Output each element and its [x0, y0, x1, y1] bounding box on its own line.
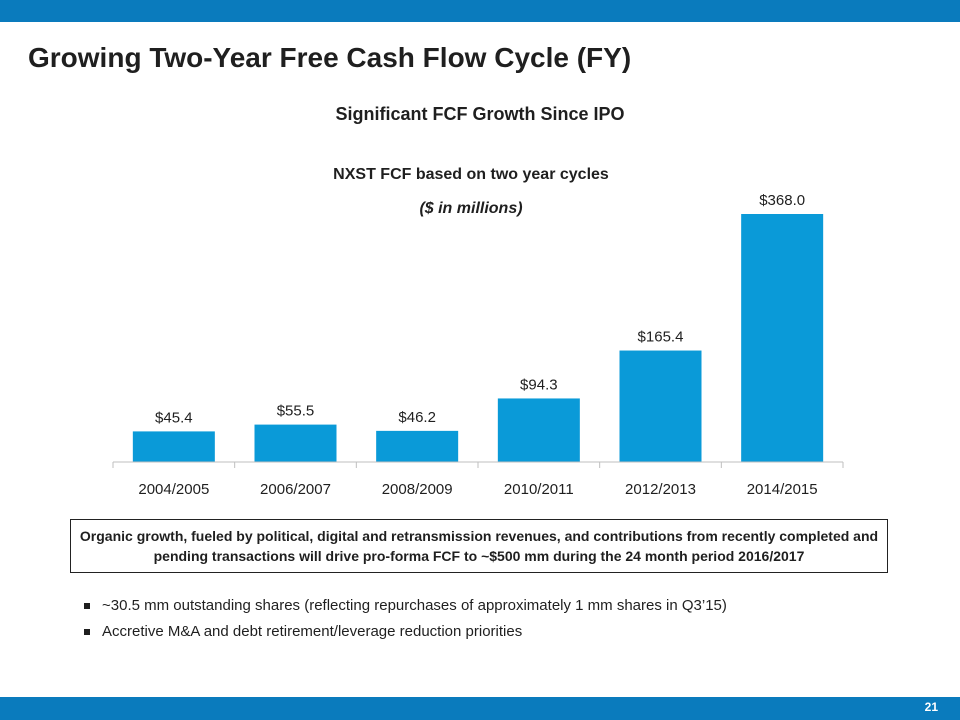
bullet-item: Accretive M&A and debt retirement/levera…	[84, 620, 727, 644]
data-label: $94.3	[520, 376, 558, 393]
square-bullet-icon	[84, 629, 90, 635]
bullet-list: ~30.5 mm outstanding shares (reflecting …	[84, 594, 727, 646]
square-bullet-icon	[84, 603, 90, 609]
top-accent-bar	[0, 0, 960, 22]
bottom-accent-bar: 21	[0, 697, 960, 720]
bars-layer: $45.4 $55.5 $46.2 $94.3 $165.4 $368.0	[132, 192, 824, 462]
x-tick-label: 2012/2013	[625, 481, 696, 498]
ticks-layer: 2004/2005 2006/2007 2008/2009 2010/2011 2012…	[112, 462, 844, 498]
bar-2010-2011	[497, 398, 580, 462]
bullet-text: ~30.5 mm outstanding shares (reflecting …	[102, 597, 727, 614]
x-tick-label: 2014/2015	[747, 481, 818, 498]
bullet-text: Accretive M&A and debt retirement/levera…	[102, 623, 523, 640]
bar-2014-2015	[741, 214, 824, 462]
x-tick-label: 2004/2005	[138, 481, 209, 498]
x-tick-label: 2006/2007	[260, 481, 331, 498]
bar-2012-2013	[619, 350, 702, 462]
x-tick-label: 2010/2011	[504, 481, 574, 498]
bar-2008-2009	[376, 430, 459, 462]
x-tick-label: 2008/2009	[382, 481, 453, 498]
chart-title: NXST FCF based on two year cycles	[333, 166, 609, 183]
chart-subtitle: ($ in millions)	[419, 200, 522, 217]
bullet-item: ~30.5 mm outstanding shares (reflecting …	[84, 594, 727, 618]
slide-subtitle: Significant FCF Growth Since IPO	[335, 104, 625, 124]
bar-2004-2005	[132, 431, 215, 462]
callout-box: Organic growth, fueled by political, dig…	[70, 519, 888, 573]
data-label: $55.5	[277, 403, 315, 420]
data-label: $368.0	[759, 192, 805, 209]
bar-2006-2007	[254, 424, 337, 462]
data-label: $45.4	[155, 409, 193, 426]
fcf-bar-chart: NXST FCF based on two year cycles ($ in …	[112, 166, 844, 498]
callout-text: Organic growth, fueled by political, dig…	[79, 528, 879, 564]
page-number: 21	[924, 700, 938, 714]
data-label: $165.4	[638, 329, 684, 346]
data-label: $46.2	[398, 409, 436, 426]
slide-title: Growing Two-Year Free Cash Flow Cycle (F…	[28, 42, 632, 73]
